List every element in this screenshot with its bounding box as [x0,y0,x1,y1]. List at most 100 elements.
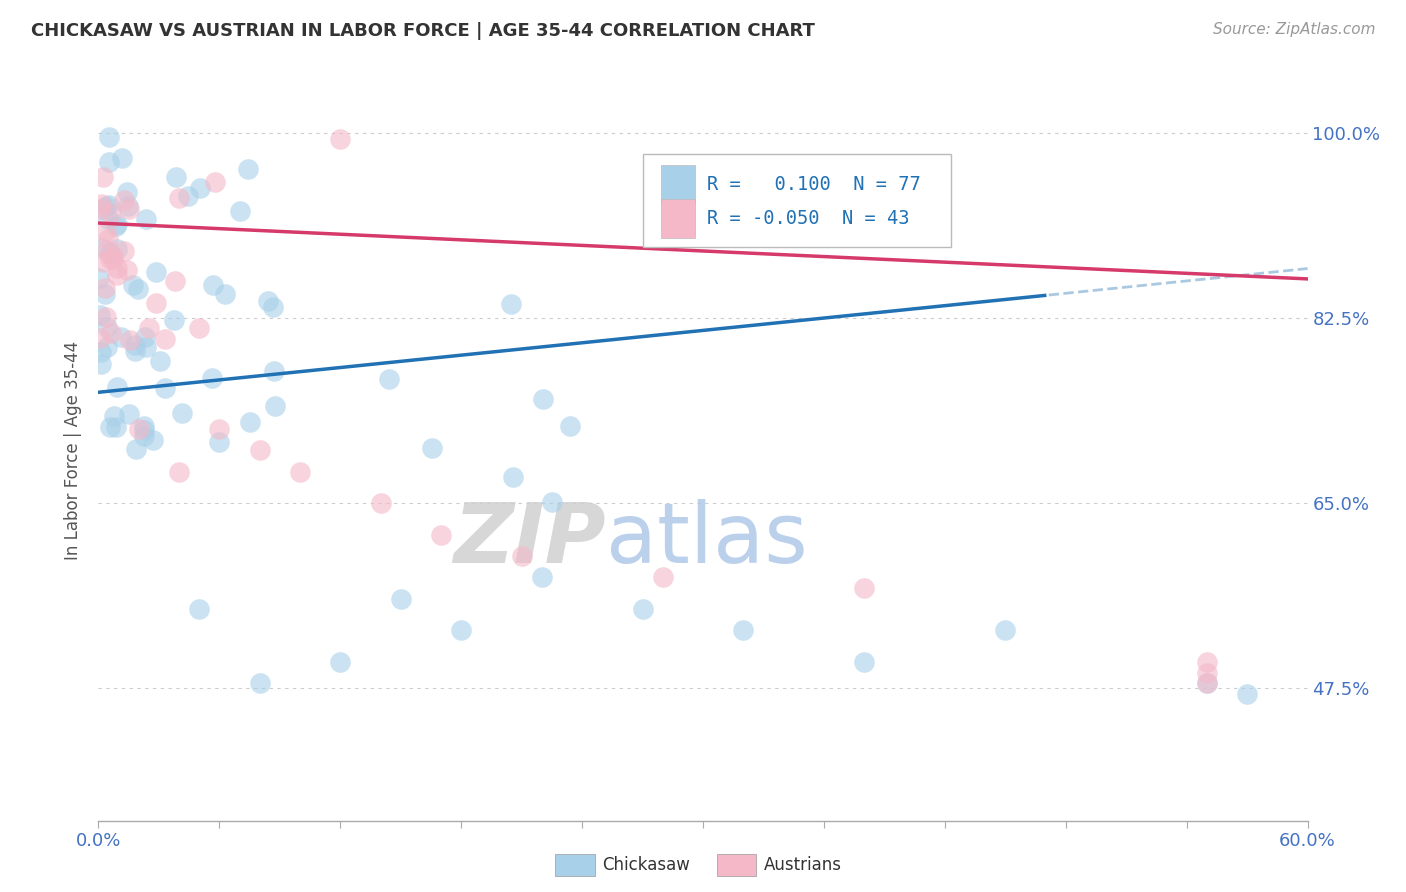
Point [111,151,134,165]
Point [110,329,132,343]
Point [93,202,115,216]
Point [105,217,128,231]
Point [994,624,1017,638]
Point [89,308,111,322]
Point [93,281,115,295]
Point [134,419,156,434]
Point [100,326,122,340]
Point [105,268,128,282]
Point [853,581,876,595]
Point [121,277,143,292]
Point [208,435,231,450]
Point [329,655,352,669]
Point [389,591,412,606]
Point [420,441,443,455]
Text: Chickasaw: Chickasaw [602,856,690,874]
Point [249,443,271,458]
Point [377,372,399,386]
Point [91,170,114,185]
Point [115,185,138,199]
Point [329,131,352,145]
Point [98,252,121,266]
Point [101,252,124,267]
Point [531,392,554,407]
Point [97,232,120,246]
Point [138,321,160,335]
Point [112,193,135,207]
Point [94,310,117,324]
Point [115,263,138,277]
Point [153,381,176,395]
Point [97,198,120,212]
Point [127,282,149,296]
Point [142,434,165,448]
Point [91,255,114,269]
Point [214,287,236,301]
Point [288,465,311,479]
Point [1195,676,1218,690]
Point [170,405,193,419]
Point [97,155,120,169]
Point [1195,676,1218,690]
Point [96,320,118,334]
Point [263,364,285,378]
Point [124,343,146,358]
Point [201,371,224,385]
Point [118,407,141,421]
Point [117,199,139,213]
Point [101,249,124,263]
Point [135,340,157,354]
Point [450,624,472,638]
Point [853,655,876,669]
Point [97,211,120,226]
Point [238,161,260,176]
Point [430,528,453,542]
Point [132,423,155,437]
Text: CHICKASAW VS AUSTRIAN IN LABOR FORCE | AGE 35-44 CORRELATION CHART: CHICKASAW VS AUSTRIAN IN LABOR FORCE | A… [31,22,815,40]
Point [262,300,284,314]
Point [90,344,112,359]
Bar [661,200,695,238]
Point [370,496,392,510]
Point [530,570,553,584]
Point [631,602,654,616]
Point [202,278,225,293]
Point [94,286,117,301]
Point [104,219,127,234]
Point [94,199,117,213]
Point [733,624,755,638]
Point [188,321,211,335]
Point [96,244,118,258]
Point [169,190,191,204]
Bar [661,165,695,204]
Point [165,169,187,184]
Text: ZIP: ZIP [454,499,606,580]
Point [118,333,141,347]
Point [97,130,120,145]
FancyBboxPatch shape [643,154,950,247]
Point [104,420,127,434]
Point [125,442,148,456]
Point [163,275,186,289]
Point [229,203,252,218]
Point [167,465,190,479]
Point [188,602,211,616]
Point [149,354,172,368]
Point [1195,655,1218,669]
Point [90,357,112,371]
Point [105,260,128,275]
Point [96,340,118,354]
Point [510,549,533,564]
Point [89,271,111,285]
Text: R = -0.050  N = 43: R = -0.050 N = 43 [707,210,910,228]
Point [89,202,111,217]
Point [177,189,200,203]
Point [188,180,211,194]
Point [208,422,231,436]
Text: Austrians: Austrians [763,856,841,874]
Point [541,494,564,508]
Point [135,212,157,227]
Point [100,419,122,434]
Point [502,469,524,483]
Point [651,570,673,584]
